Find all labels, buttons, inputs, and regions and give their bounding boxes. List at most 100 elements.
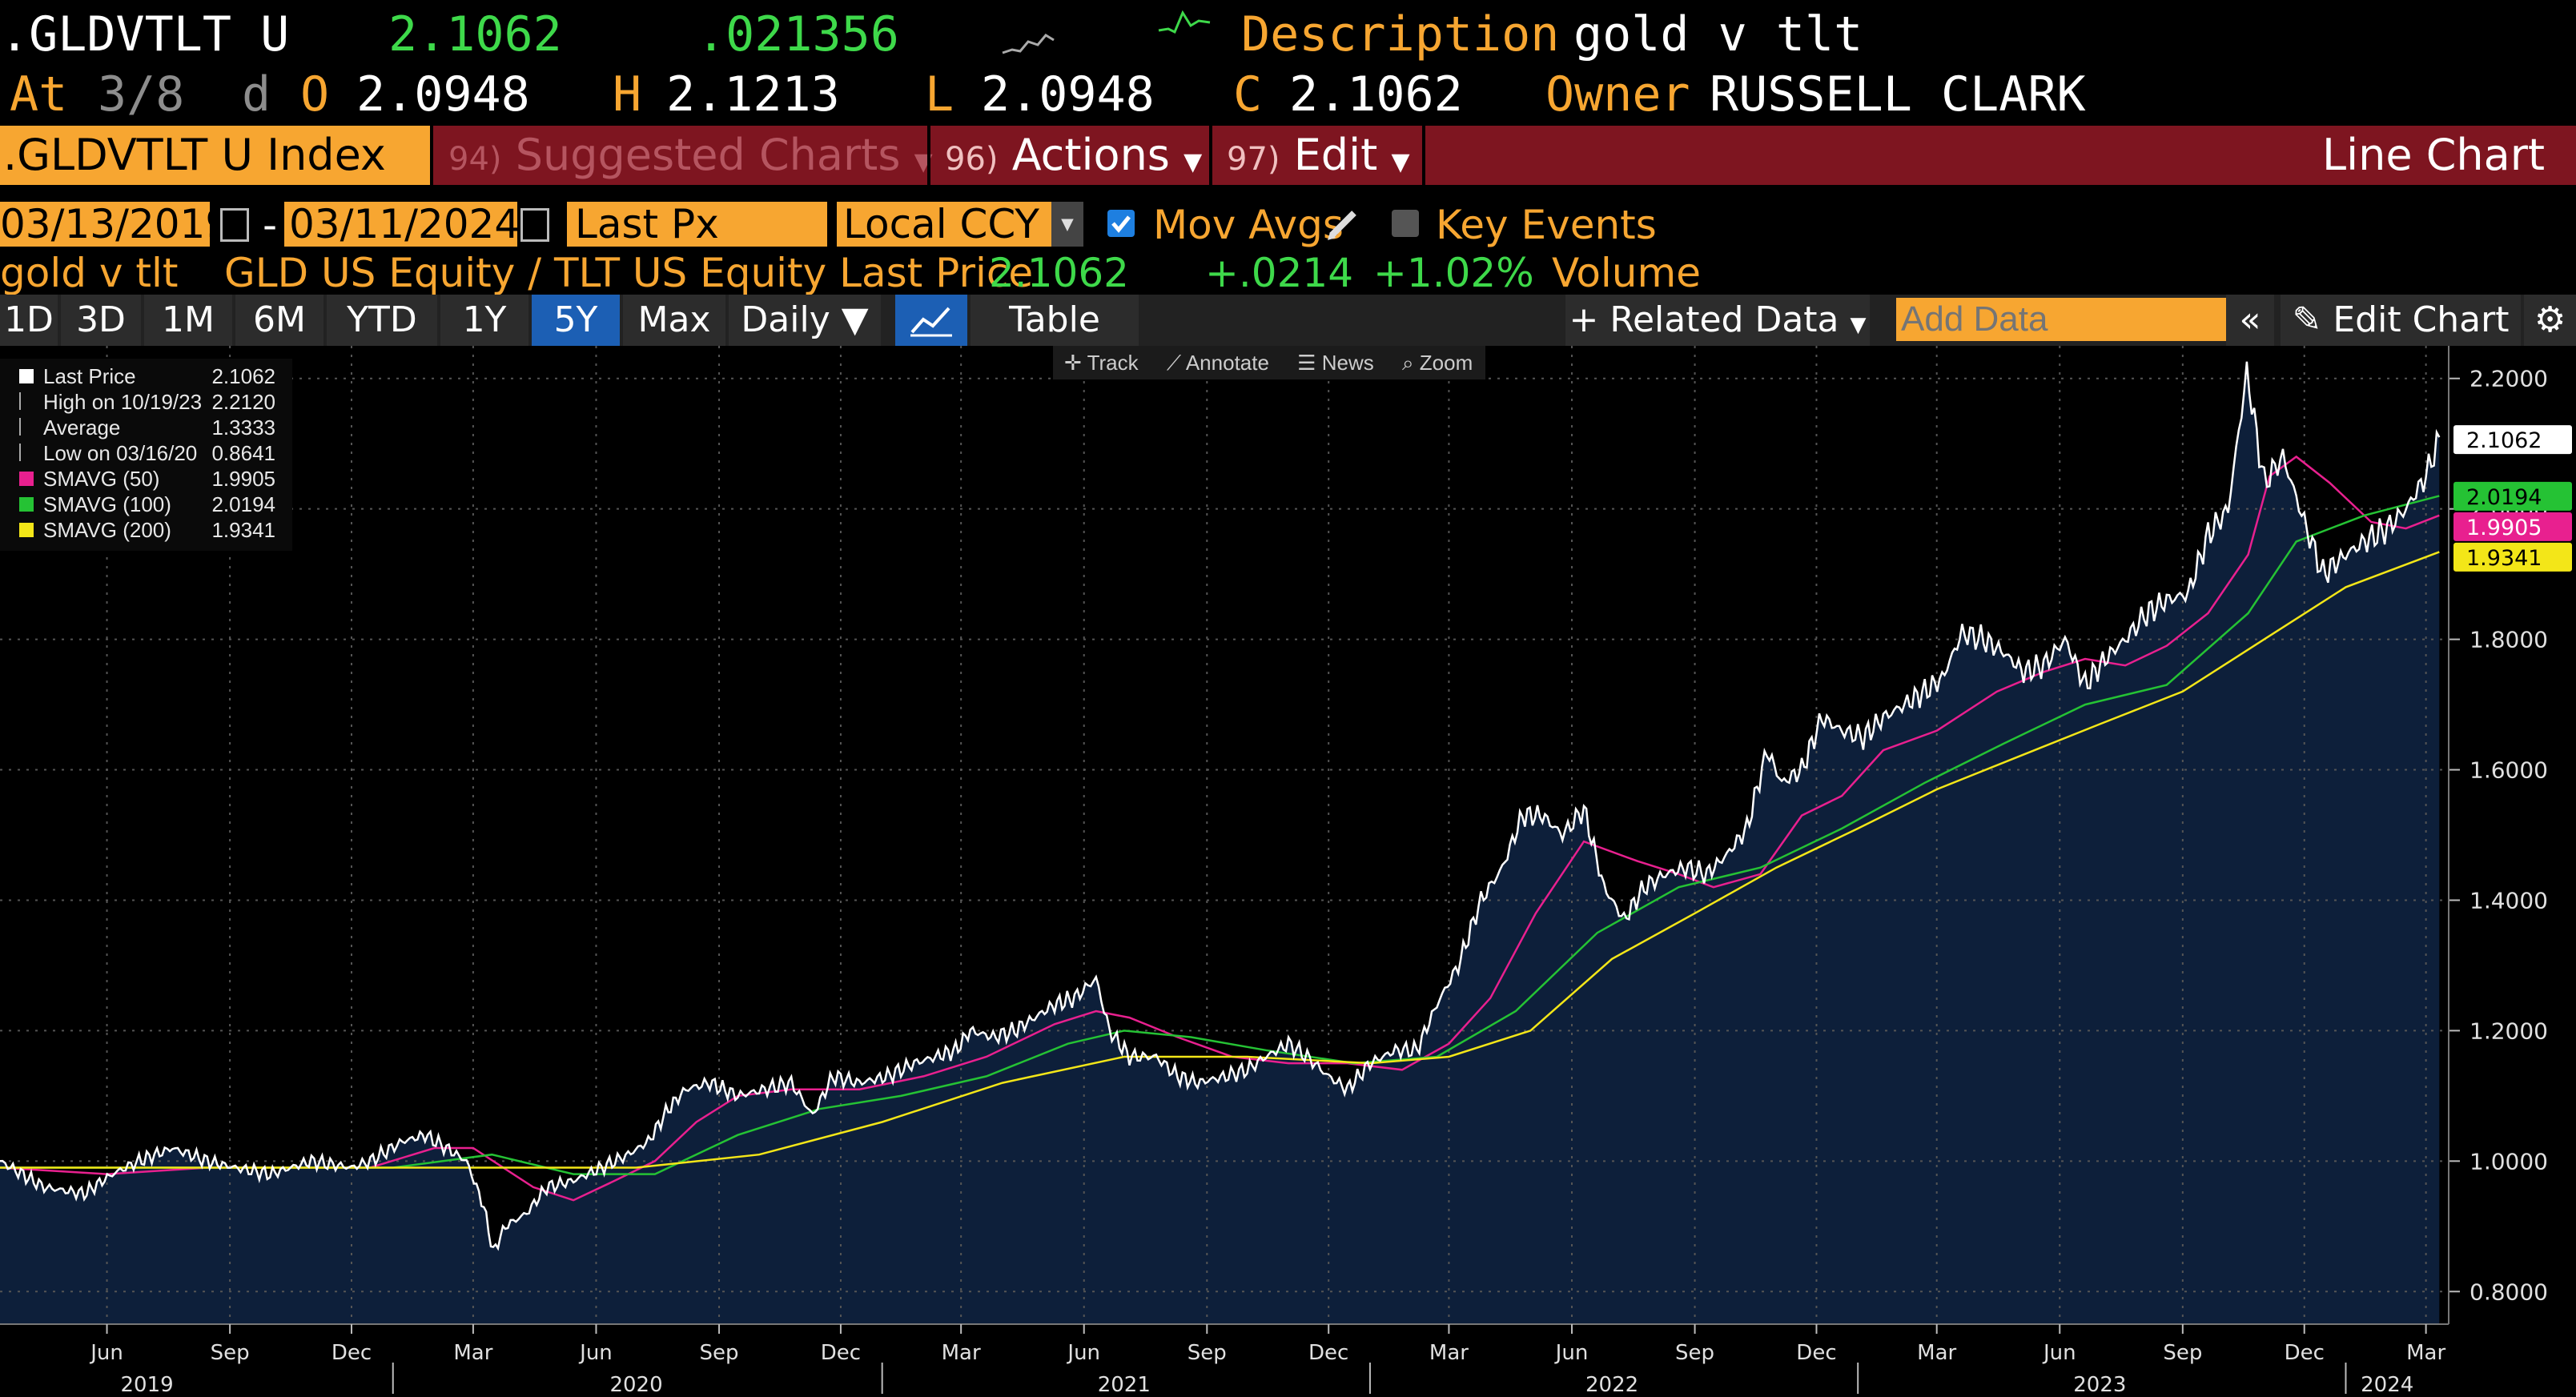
open-label: O	[300, 66, 330, 122]
related-data-label: Related Data	[1609, 299, 1839, 340]
year-label: 2021	[1098, 1373, 1151, 1394]
edit-menu[interactable]: 97) Edit ▼	[1227, 126, 1410, 185]
x-tick-label: Dec	[821, 1341, 861, 1365]
close-value: 2.1062	[1289, 66, 1463, 122]
x-tick-label: Sep	[2163, 1341, 2202, 1365]
period-max[interactable]: Max	[623, 295, 725, 346]
actions-num: 96)	[945, 141, 999, 178]
edit-num: 97)	[1227, 141, 1280, 178]
legend-item: Average 1.3333	[5, 415, 285, 440]
x-tick-label: Jun	[1554, 1341, 1589, 1365]
legend-value: 1.9341	[211, 518, 275, 542]
x-tick-label: Mar	[1917, 1341, 1956, 1365]
edit-chart-label: Edit Chart	[2333, 299, 2510, 340]
period-1d[interactable]: 1D	[0, 295, 58, 346]
legend-item: Last Price 2.1062	[5, 363, 285, 389]
last-value-tag-label: 1.9905	[2466, 516, 2542, 540]
high-label: H	[613, 66, 642, 122]
related-data-menu[interactable]: + Related Data ▼	[1565, 295, 1870, 346]
mov-avgs-checkbox[interactable]	[1107, 210, 1135, 237]
date-dash: -	[263, 202, 278, 248]
news-tool[interactable]: News	[1321, 351, 1374, 375]
annotate-icon[interactable]: ⟋	[1166, 351, 1182, 375]
legend-value: 2.0194	[211, 492, 275, 516]
edit-chart-button[interactable]: ✎ Edit Chart	[2281, 295, 2521, 346]
d-label: d	[242, 66, 271, 122]
suggested-charts-menu[interactable]: 94) Suggested Charts ▼	[448, 126, 933, 185]
chevron-down-icon[interactable]: ▼	[1051, 202, 1083, 247]
frequency-selector[interactable]: Daily ▼	[729, 295, 881, 346]
y-tick-label: 1.2000	[2470, 1018, 2548, 1044]
legend-item: SMAVG (200) 1.9341	[5, 517, 285, 543]
period-1m[interactable]: 1M	[144, 295, 232, 346]
track-tool[interactable]: Track	[1087, 351, 1139, 375]
y-tick-label: 0.8000	[2470, 1279, 2548, 1305]
legend-item: High on 10/19/23 2.2120	[5, 389, 285, 415]
x-tick-label: Dec	[1796, 1341, 1836, 1365]
high-value: 2.1213	[666, 66, 840, 122]
chevron-down-icon: ▼	[1391, 148, 1410, 176]
at-date: 3/8	[98, 66, 185, 122]
end-date-field[interactable]: 03/11/2024	[284, 202, 520, 247]
period-6m[interactable]: 6M	[235, 295, 324, 346]
year-label: 2022	[1585, 1373, 1638, 1394]
add-data-input[interactable]	[1896, 298, 2226, 341]
chart-area[interactable]: 0.80001.00001.20001.40001.60001.80002.00…	[0, 346, 2576, 1397]
sparkline-gray-icon	[1002, 34, 1055, 54]
close-label: C	[1233, 66, 1263, 122]
x-tick-label: Jun	[2042, 1341, 2076, 1365]
legend-label: SMAVG (100)	[43, 492, 171, 516]
legend-item: SMAVG (100) 2.0194	[5, 492, 285, 517]
gear-icon[interactable]: ⚙	[2524, 295, 2576, 346]
suggested-num: 94)	[448, 141, 502, 178]
news-icon[interactable]: ☰	[1297, 351, 1316, 375]
legend-swatch	[19, 523, 34, 537]
zoom-tool[interactable]: Zoom	[1419, 351, 1473, 375]
function-bar: .GLDVTLT U Index 94) Suggested Charts ▼ …	[0, 126, 2576, 185]
price-change: .021356	[697, 6, 899, 62]
period-3d[interactable]: 3D	[61, 295, 141, 346]
x-axis-background	[0, 1324, 2576, 1394]
field-selector[interactable]: Last Px	[567, 202, 827, 247]
start-date-field[interactable]: 03/13/2019	[0, 201, 231, 247]
calendar-icon[interactable]	[220, 208, 249, 242]
sparkline-green-icon	[1158, 10, 1211, 34]
line-chart-icon[interactable]	[895, 295, 967, 346]
calendar-icon[interactable]	[520, 208, 549, 242]
line-chart[interactable]: 0.80001.00001.20001.40001.60001.80002.00…	[0, 346, 2576, 1397]
chevron-down-icon: ▼	[1850, 313, 1867, 337]
period-ytd[interactable]: YTD	[327, 295, 437, 346]
year-label: 2024	[2361, 1373, 2413, 1394]
chevron-down-icon: ▼	[1184, 148, 1203, 176]
table-button[interactable]: Table	[971, 295, 1139, 346]
legend-swatch	[19, 418, 32, 436]
key-events-checkbox[interactable]	[1392, 210, 1419, 237]
series-line-smavg-200-	[0, 551, 2440, 1169]
period-5y[interactable]: 5Y	[532, 295, 620, 346]
zoom-icon[interactable]: ⌕	[1401, 351, 1414, 375]
security-box[interactable]: .GLDVTLT U Index	[0, 126, 430, 185]
annotate-tool[interactable]: Annotate	[1185, 351, 1269, 375]
chart-tools: ✛ Track ⟋ Annotate ☰ News ⌕ Zoom	[1053, 346, 1485, 379]
series-pct: +1.02%	[1373, 250, 1534, 296]
x-tick-label: Sep	[1675, 1341, 1714, 1365]
x-tick-label: Mar	[453, 1341, 492, 1365]
year-label: 2019	[121, 1373, 174, 1394]
x-tick-label: Dec	[1308, 1341, 1348, 1365]
plus-icon: +	[1569, 299, 1599, 340]
actions-menu[interactable]: 96) Actions ▼	[945, 126, 1202, 185]
period-1y[interactable]: 1Y	[440, 295, 528, 346]
legend-value: 0.8641	[211, 441, 275, 465]
x-tick-label: Jun	[1066, 1341, 1100, 1365]
actions-label: Actions	[1011, 130, 1170, 180]
pencil-icon[interactable]	[1325, 205, 1362, 242]
x-tick-label: Mar	[1429, 1341, 1469, 1365]
price-area-fill	[0, 361, 2440, 1325]
collapse-icon[interactable]: «	[2226, 295, 2274, 346]
legend-swatch	[19, 497, 34, 512]
series-formula: GLD US Equity / TLT US Equity Last Price	[224, 250, 1034, 296]
y-tick-label: 2.2000	[2470, 366, 2548, 392]
last-value-tag	[2453, 481, 2572, 511]
currency-selector[interactable]: Local CCY	[837, 202, 1051, 247]
crosshair-icon[interactable]: ✛	[1064, 351, 1082, 375]
